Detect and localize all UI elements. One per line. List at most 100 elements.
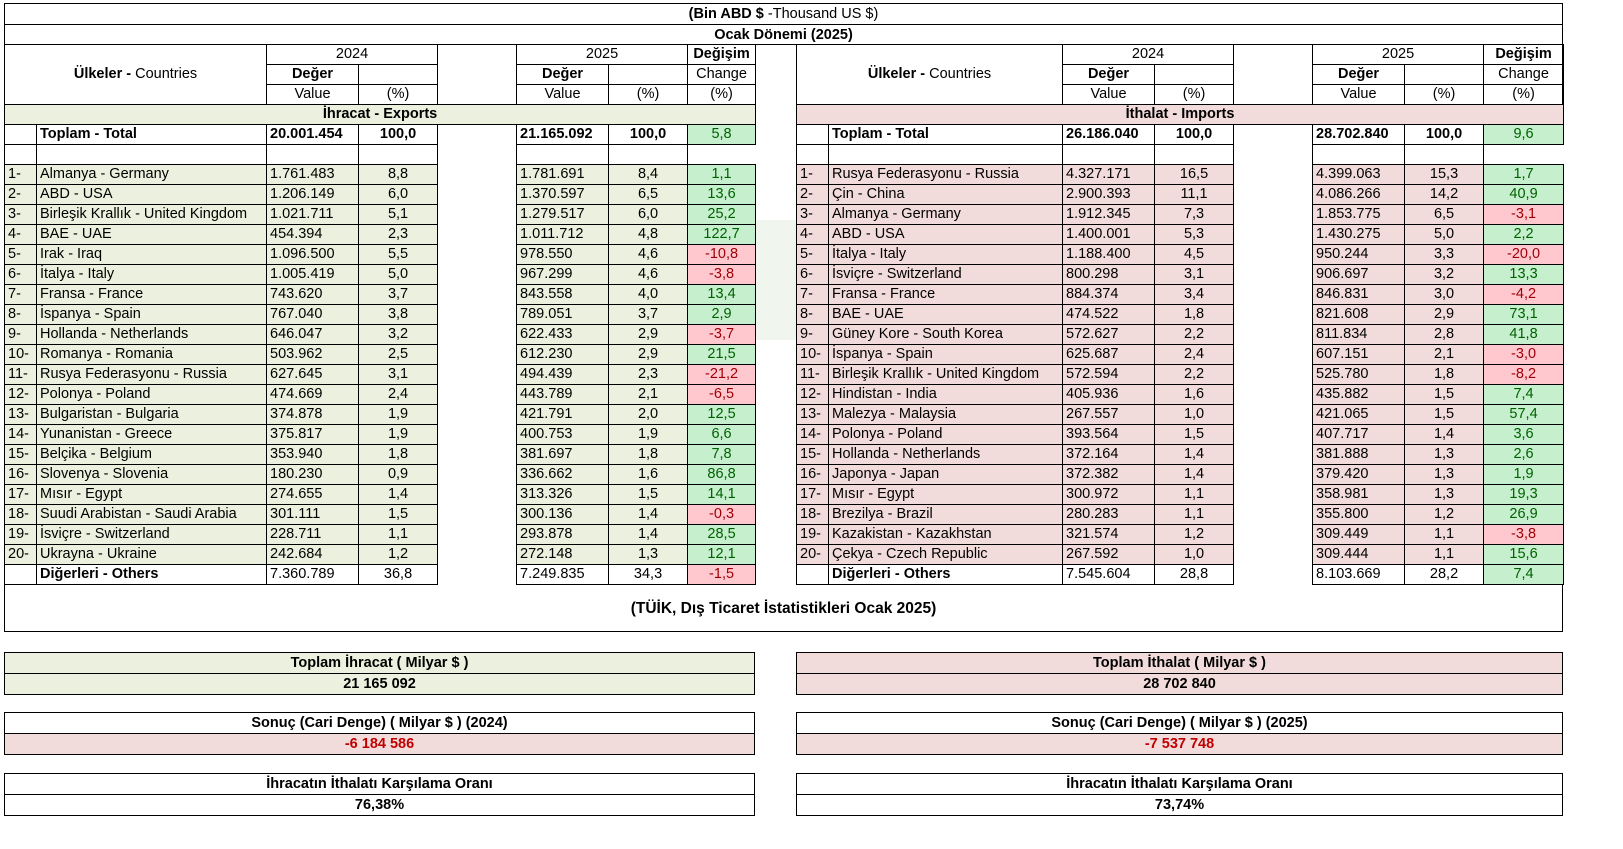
value-2024: 1.005.419 xyxy=(266,264,360,285)
change-cell: 12,5 xyxy=(687,404,757,425)
country-name: ABD - USA xyxy=(35,184,268,205)
total-row: Toplam - Total 20.001.454 100,0 21.165.092 1… xyxy=(4,124,757,145)
value-2025: 309.444 xyxy=(1312,544,1406,565)
rank-cell xyxy=(796,124,829,145)
country-name: Mısır - Egypt xyxy=(827,484,1064,505)
value-2024: 301.111 xyxy=(266,504,360,525)
rank-cell: 8- xyxy=(4,304,37,325)
blank-cell xyxy=(437,144,517,165)
table-row: 7- Fransa - France 884.374 3,4 846.831 3,0 -4,… xyxy=(796,284,1565,305)
pct-2025: 1,2 xyxy=(1404,504,1485,525)
rank-cell: 6- xyxy=(796,264,829,285)
change-cell: -21,2 xyxy=(687,364,757,385)
rank-cell: 3- xyxy=(4,204,37,225)
value-2025: 421.065 xyxy=(1312,404,1406,425)
value-2024: 300.972 xyxy=(1062,484,1156,505)
value-2025: 978.550 xyxy=(516,244,610,265)
table-row: 12- Hindistan - India 405.936 1,6 435.882 1,5… xyxy=(796,384,1565,405)
spacer xyxy=(437,204,517,225)
pct-2024: 1,4 xyxy=(1154,444,1235,465)
change-cell: -3,1 xyxy=(1483,204,1565,225)
value-2024: 321.574 xyxy=(1062,524,1156,545)
country-name: BAE - UAE xyxy=(35,224,268,245)
spacer xyxy=(437,244,517,265)
total-exports-label: Toplam İhracat ( Milyar $ ) xyxy=(5,653,754,674)
pct-2025: 6,5 xyxy=(608,184,689,205)
total-label: Toplam - Total xyxy=(827,124,1064,145)
change-cell: 2,9 xyxy=(687,304,757,325)
rank-cell: 12- xyxy=(796,384,829,405)
rank-cell: 10- xyxy=(4,344,37,365)
table-row: 9- Hollanda - Netherlands 646.047 3,2 622.43… xyxy=(4,324,757,345)
change-cell: 1,7 xyxy=(1483,164,1565,185)
period-title: Ocak Dönemi (2025) xyxy=(714,27,853,43)
value-2024: 180.230 xyxy=(266,464,360,485)
blank-cell xyxy=(358,144,439,165)
country-name: Ukrayna - Ukraine xyxy=(35,544,268,565)
pct-2025: 4,0 xyxy=(608,284,689,305)
country-name: İsviçre - Switzerland xyxy=(35,524,268,545)
change-cell: 2,6 xyxy=(1483,444,1565,465)
change-cell: -0,3 xyxy=(687,504,757,525)
change-cell: 86,8 xyxy=(687,464,757,485)
pct-2024: 3,4 xyxy=(1154,284,1235,305)
pct-2025: 4,6 xyxy=(608,264,689,285)
others-value-2024: 7.360.789 xyxy=(266,564,360,585)
pct-2024: 3,1 xyxy=(1154,264,1235,285)
balance-2025-value: -7 537 748 xyxy=(797,734,1562,754)
table-row: 11- Birleşik Krallık - United Kingdom 572.… xyxy=(796,364,1565,385)
pct-2024: 1,8 xyxy=(1154,304,1235,325)
pct-2025: 3,2 xyxy=(1404,264,1485,285)
spacer xyxy=(1233,264,1313,285)
rank-cell xyxy=(4,564,37,585)
pct-2025: 2,9 xyxy=(608,324,689,345)
pct-2025: 1,8 xyxy=(608,444,689,465)
others-pct-2024: 28,8 xyxy=(1154,564,1235,585)
coverage-box-right: İhracatın İthalatı Karşılama Oranı 73,74… xyxy=(796,773,1563,816)
blank-row xyxy=(796,144,1564,165)
balance-2025-box: Sonuç (Cari Denge) ( Milyar $ ) (2025) -… xyxy=(796,712,1563,755)
value-header-tr: Değer xyxy=(1062,64,1156,85)
spacer xyxy=(1233,184,1313,205)
value-2025: 811.834 xyxy=(1312,324,1406,345)
value-2024: 393.564 xyxy=(1062,424,1156,445)
rank-cell: 20- xyxy=(796,544,829,565)
pct-2025: 1,8 xyxy=(1404,364,1485,385)
blank-cell xyxy=(1483,144,1564,165)
value-2024: 372.382 xyxy=(1062,464,1156,485)
blank-cell xyxy=(35,144,268,165)
value-2025: 622.433 xyxy=(516,324,610,345)
rank-cell: 7- xyxy=(4,284,37,305)
table-row: 1- Almanya - Germany 1.761.483 8,8 1.781.691… xyxy=(4,164,757,185)
rank-cell: 5- xyxy=(4,244,37,265)
change-cell: 25,2 xyxy=(687,204,757,225)
country-name: İsviçre - Switzerland xyxy=(827,264,1064,285)
value-2024: 572.594 xyxy=(1062,364,1156,385)
spacer xyxy=(1233,344,1313,365)
spacer xyxy=(437,564,517,585)
table-row: 2- Çin - China 2.900.393 11,1 4.086.266 14,2 4… xyxy=(796,184,1565,205)
countries-header: Ülkeler - Countries xyxy=(3,44,268,105)
pct-2024: 1,6 xyxy=(1154,384,1235,405)
value-header-en: Value xyxy=(266,84,360,105)
country-name: Yunanistan - Greece xyxy=(35,424,268,445)
country-name: İspanya - Spain xyxy=(35,304,268,325)
total-exports-value: 21 165 092 xyxy=(5,674,754,694)
spacer xyxy=(1233,524,1313,545)
pct-2024: 16,5 xyxy=(1154,164,1235,185)
spacer xyxy=(1233,564,1313,585)
total-row: Toplam - Total 26.186.040 100,0 28.702.840 1… xyxy=(796,124,1565,145)
rank-cell: 14- xyxy=(4,424,37,445)
value-2024: 228.711 xyxy=(266,524,360,545)
value-2024: 474.522 xyxy=(1062,304,1156,325)
country-name: BAE - UAE xyxy=(827,304,1064,325)
pct-2024: 5,3 xyxy=(1154,224,1235,245)
value-2024: 454.394 xyxy=(266,224,360,245)
pct-2025: 4,6 xyxy=(608,244,689,265)
year-2024-header: 2024 xyxy=(1062,44,1235,65)
rank-cell: 9- xyxy=(796,324,829,345)
pct-2025: 1,3 xyxy=(608,544,689,565)
rank-cell xyxy=(4,124,37,145)
total-change: 5,8 xyxy=(687,124,757,145)
pct-2024: 1,4 xyxy=(358,484,439,505)
